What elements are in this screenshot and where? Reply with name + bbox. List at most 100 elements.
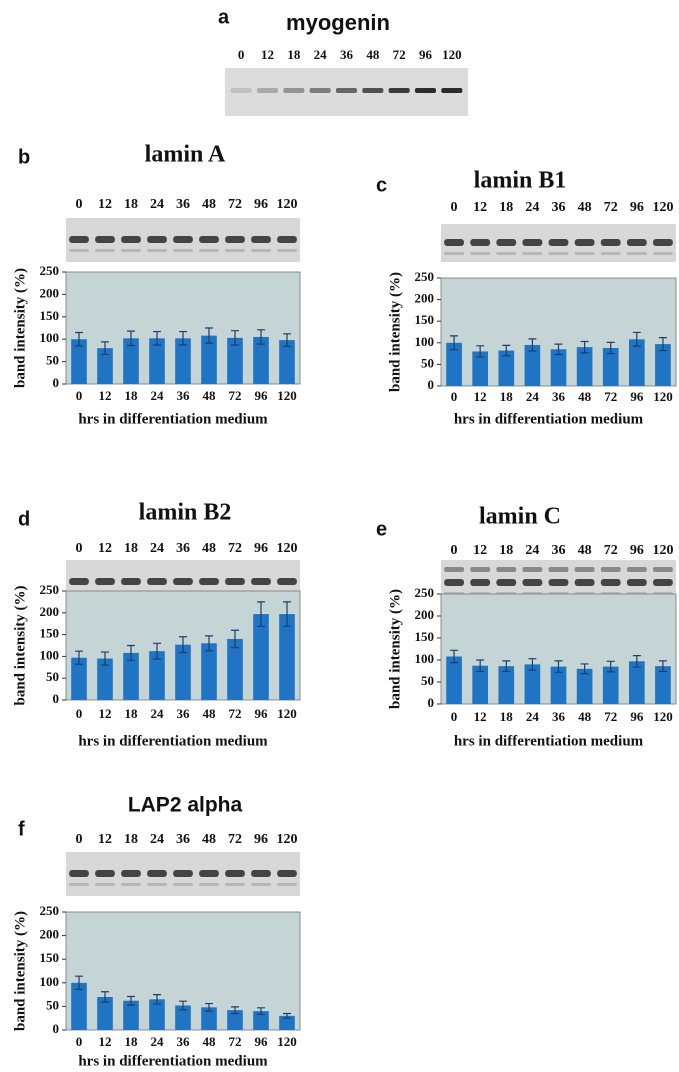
x-tick-label: 48 (578, 389, 592, 404)
blot-band (225, 883, 245, 886)
blot-band (69, 883, 89, 886)
panel-title: LAP2 alpha (128, 794, 243, 817)
y-tick-label: 100 (415, 651, 435, 666)
blot-band (251, 870, 271, 877)
y-tick-label: 150 (40, 626, 60, 641)
blot-band (147, 870, 167, 877)
y-axis-label: band intensity (%) (12, 585, 28, 705)
lane-label: 18 (124, 541, 138, 556)
x-tick-label: 18 (500, 389, 514, 404)
lane-label: 48 (202, 541, 216, 556)
blot-band (522, 252, 542, 255)
blot-band (627, 579, 647, 586)
panel-title: lamin B1 (474, 168, 567, 194)
x-tick-label: 0 (76, 388, 83, 403)
blot-band (470, 567, 490, 572)
lane-label: 120 (442, 47, 462, 62)
lane-label: 48 (366, 47, 380, 62)
lane-label: 24 (525, 200, 539, 215)
y-tick-label: 50 (46, 997, 59, 1012)
lane-label: 18 (499, 543, 513, 558)
blot-band (444, 239, 464, 246)
y-tick-label: 0 (53, 375, 60, 390)
y-tick-label: 0 (428, 377, 435, 392)
y-tick-label: 200 (415, 291, 435, 306)
blot-band (653, 252, 673, 255)
lane-label: 24 (150, 541, 164, 556)
blot-band (69, 870, 89, 877)
lane-label: 36 (176, 541, 190, 556)
blot-band (283, 88, 304, 93)
y-tick-label: 200 (415, 607, 435, 622)
x-tick-label: 96 (630, 709, 644, 724)
blot-band (251, 578, 271, 585)
y-tick-label: 250 (40, 903, 60, 918)
blot-band (95, 236, 115, 243)
lane-label: 36 (176, 832, 190, 847)
x-tick-label: 120 (653, 709, 673, 724)
blot-band (336, 88, 357, 93)
blot-band (95, 883, 115, 886)
blot-band (69, 236, 89, 243)
blot-band (627, 567, 647, 572)
lane-label: 48 (202, 197, 216, 212)
y-tick-label: 150 (415, 312, 435, 327)
lane-label: 72 (228, 832, 242, 847)
y-axis-label: band intensity (%) (12, 911, 28, 1031)
x-tick-label: 12 (99, 1034, 112, 1049)
x-axis-label: hrs in differentiation medium (78, 411, 268, 427)
x-tick-label: 18 (500, 709, 514, 724)
blot-band (575, 567, 595, 572)
blot-band (415, 88, 436, 93)
blot-band (69, 578, 89, 585)
x-axis-label: hrs in differentiation medium (78, 1053, 268, 1069)
x-tick-label: 0 (76, 706, 83, 721)
x-tick-label: 24 (151, 388, 165, 403)
y-tick-label: 100 (40, 974, 60, 989)
x-tick-label: 72 (229, 706, 242, 721)
lane-label: 72 (393, 47, 406, 62)
page: a myogenin 012182436487296120blamin A012… (0, 0, 679, 1072)
blot-band (441, 88, 462, 93)
panel-letter: f (18, 818, 25, 840)
x-tick-label: 36 (552, 709, 566, 724)
y-tick-label: 250 (40, 263, 60, 278)
panel-letter: a (218, 6, 230, 28)
x-tick-label: 18 (125, 1034, 139, 1049)
y-tick-label: 200 (40, 285, 60, 300)
x-tick-label: 72 (229, 1034, 242, 1049)
blot-band (627, 252, 647, 255)
x-tick-label: 96 (255, 1034, 269, 1049)
lane-label: 0 (451, 200, 458, 215)
blot-band (225, 578, 245, 585)
blot-band (549, 567, 569, 572)
y-tick-label: 100 (415, 334, 435, 349)
blot-band (496, 252, 516, 255)
blot-band (147, 249, 167, 252)
lane-label: 18 (287, 47, 301, 62)
blot-band (601, 239, 621, 246)
blot-band (601, 252, 621, 255)
bar (201, 643, 217, 700)
x-tick-label: 12 (474, 709, 487, 724)
blot-band (251, 236, 271, 243)
y-tick-label: 150 (40, 308, 60, 323)
blot-band (575, 239, 595, 246)
x-tick-label: 0 (451, 389, 458, 404)
bar (446, 656, 462, 704)
y-tick-label: 150 (40, 950, 60, 965)
blot-band (251, 249, 271, 252)
lane-label: 96 (630, 200, 644, 215)
x-axis-label: hrs in differentiation medium (454, 411, 644, 427)
blot-band (121, 236, 141, 243)
y-tick-label: 250 (415, 585, 435, 600)
blot-band (225, 249, 245, 252)
blot-band (575, 579, 595, 586)
blot-band (444, 252, 464, 255)
blot-band (310, 88, 331, 93)
y-tick-label: 50 (421, 673, 434, 688)
lane-label: 18 (124, 832, 138, 847)
panel-letter: b (18, 146, 30, 168)
y-tick-label: 0 (428, 695, 435, 710)
x-tick-label: 24 (151, 706, 165, 721)
